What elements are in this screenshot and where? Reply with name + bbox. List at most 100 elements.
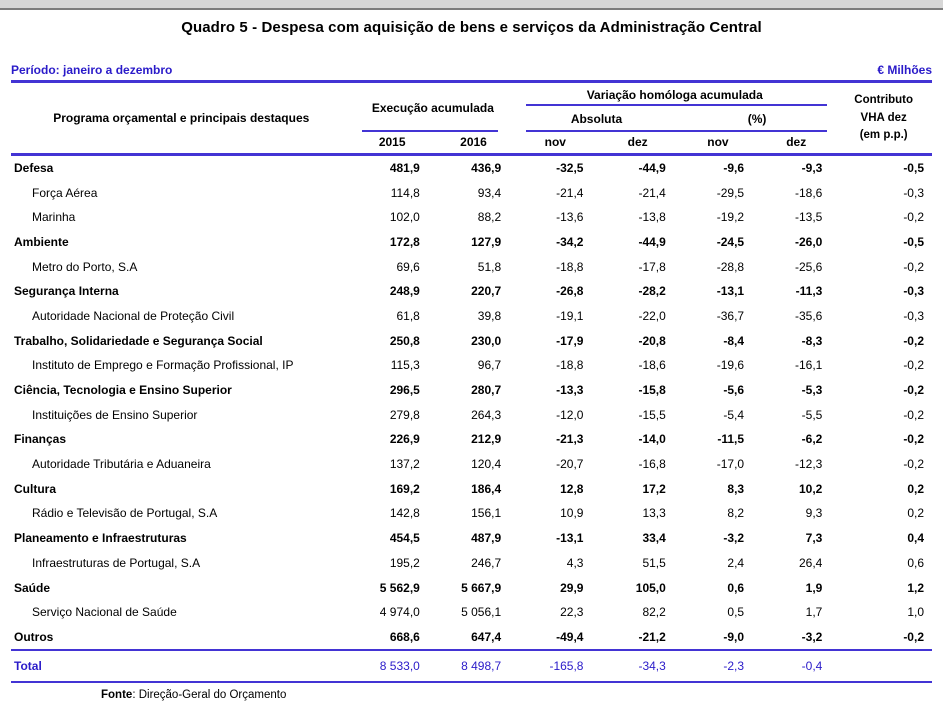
row-value: 5 056,1 — [461, 605, 502, 620]
row-value: -18,6 — [638, 358, 666, 373]
table-row: Finanças 226,9 212,9 -21,3 -14,0 -11,5 -6,2 -0,… — [11, 427, 932, 452]
table-row: Defesa 481,9 436,9 -32,5 -44,9 -9,6 -9,3 -0,5 — [11, 154, 932, 180]
row-value: 88,2 — [477, 210, 502, 225]
row-label: Instituto de Emprego e Formação Profissi… — [32, 358, 294, 373]
row-value: 264,3 — [471, 407, 502, 422]
row-value: -14,0 — [638, 432, 666, 447]
row-value: -12,3 — [794, 457, 823, 472]
row-value: 114,8 — [390, 185, 420, 200]
row-value: -8,4 — [723, 333, 745, 348]
row-value: 226,9 — [389, 432, 420, 447]
row-value: -13,8 — [638, 210, 666, 225]
row-value: 186,4 — [471, 481, 502, 496]
row-value: 93,4 — [477, 185, 502, 200]
month-column-header: dez — [596, 132, 679, 156]
row-value: -17,8 — [638, 259, 666, 274]
row-value: 7,3 — [805, 531, 823, 546]
row-value: -44,9 — [638, 160, 666, 175]
source-note: Fonte: Direção-Geral do Orçamento — [101, 689, 943, 701]
row-value: -0,2 — [903, 407, 924, 422]
year-column-header: 2015 — [351, 132, 433, 156]
row-value: -15,8 — [638, 383, 666, 398]
row-value: -0,3 — [903, 284, 924, 299]
row-value: 51,8 — [477, 259, 502, 274]
row-value: -18,6 — [794, 185, 823, 200]
total-value: 8 533,0 — [351, 649, 433, 684]
period-label: Período: janeiro a dezembro — [11, 63, 173, 77]
row-value: -29,5 — [716, 185, 745, 200]
row-value: -0,2 — [903, 629, 924, 644]
row-value: -24,5 — [716, 234, 745, 249]
row-label: Rádio e Televisão de Portugal, S.A — [32, 506, 218, 521]
row-value: -16,8 — [638, 457, 666, 472]
row-value: -0,2 — [903, 333, 924, 348]
row-value: 127,9 — [471, 234, 502, 249]
row-value: -8,3 — [801, 333, 823, 348]
row-label: Cultura — [14, 481, 56, 496]
row-label: Força Aérea — [32, 185, 98, 200]
table-row: Cultura 169,2 186,4 12,8 17,2 8,3 10,2 0,2 — [11, 476, 932, 501]
row-label: Finanças — [14, 432, 67, 447]
row-value: -0,2 — [903, 210, 924, 225]
row-value: -20,8 — [638, 333, 666, 348]
row-value: -0,5 — [903, 160, 924, 175]
year-column-header: 2016 — [432, 132, 515, 156]
row-value: -13,1 — [556, 531, 584, 546]
row-value: -18,8 — [556, 259, 584, 274]
row-value: -28,2 — [638, 284, 666, 299]
row-value: 172,8 — [389, 234, 420, 249]
row-value: 2,4 — [727, 555, 745, 570]
expense-table: Programa orçamental e principais destaqu… — [11, 84, 932, 684]
row-value: -26,8 — [556, 284, 584, 299]
program-column-header: Programa orçamental e principais destaqu… — [11, 84, 352, 156]
table-row: Metro do Porto, S.A 69,6 51,8 -18,8 -17,8 -28… — [11, 254, 932, 279]
contributo-column-header: Contributo VHA dez (em p.p.) — [835, 84, 932, 156]
row-label: Segurança Interna — [14, 284, 119, 299]
row-value: 69,6 — [396, 259, 420, 274]
total-value: 8 498,7 — [432, 649, 515, 684]
row-value: 0,4 — [907, 531, 924, 546]
row-value: -44,9 — [638, 234, 666, 249]
table-row: Marinha 102,0 88,2 -13,6 -13,8 -19,2 -13,5 -0,2 — [11, 205, 932, 230]
source-label: Fonte — [101, 689, 133, 702]
row-value: 0,6 — [907, 555, 924, 570]
row-label: Autoridade Nacional de Proteção Civil — [32, 308, 235, 323]
row-value: -49,4 — [556, 629, 584, 644]
row-value: -0,2 — [903, 457, 924, 472]
row-value: 1,7 — [805, 605, 823, 620]
row-value: 248,9 — [389, 284, 420, 299]
total-value: -34,3 — [596, 649, 679, 684]
row-value: 279,8 — [389, 407, 420, 422]
row-label: Defesa — [14, 160, 54, 175]
row-value: -21,2 — [638, 629, 666, 644]
row-value: 220,7 — [471, 284, 502, 299]
row-value: 142,8 — [389, 506, 420, 521]
total-value: -0,4 — [757, 649, 836, 684]
row-value: -5,6 — [723, 383, 745, 398]
row-value: -0,2 — [903, 383, 924, 398]
row-value: 120,4 — [471, 457, 502, 472]
total-value: -165,8 — [514, 649, 597, 684]
row-value: -16,1 — [794, 358, 823, 373]
row-value: -0,3 — [903, 185, 924, 200]
row-value: -19,2 — [716, 210, 745, 225]
row-value: 246,7 — [471, 555, 502, 570]
row-value: -21,4 — [638, 185, 666, 200]
row-value: -26,0 — [794, 234, 823, 249]
row-value: -25,6 — [794, 259, 823, 274]
row-value: 96,7 — [477, 358, 502, 373]
row-label: Marinha — [32, 210, 76, 225]
row-value: -35,6 — [794, 308, 823, 323]
execucao-group-header: Execução acumulada — [352, 84, 515, 132]
table-meta-row: Período: janeiro a dezembro € Milhões — [11, 63, 932, 83]
row-value: -11,3 — [795, 284, 823, 299]
row-value: 4 974,0 — [379, 605, 420, 620]
row-value: 1,0 — [907, 605, 924, 620]
row-value: 296,5 — [389, 383, 420, 398]
table-row: Serviço Nacional de Saúde 4 974,0 5 056,1 2… — [11, 600, 932, 625]
row-value: 647,4 — [471, 629, 502, 644]
row-value: -13,5 — [794, 210, 823, 225]
source-text: : Direção-Geral do Orçamento — [132, 689, 287, 702]
row-value: 13,3 — [642, 506, 666, 521]
table-row: Ciência, Tecnologia e Ensino Superior 296… — [11, 378, 932, 403]
